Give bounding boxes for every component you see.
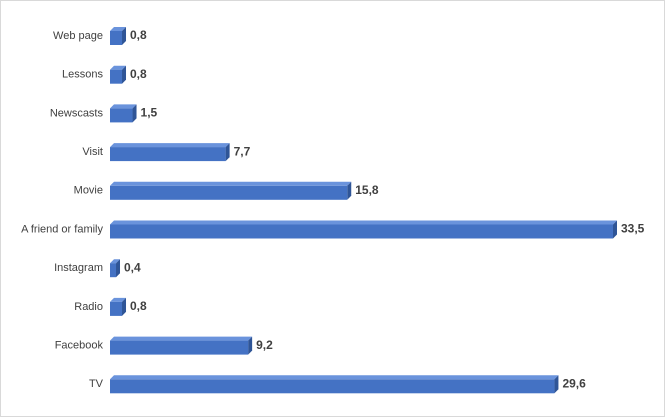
bar — [110, 69, 123, 84]
bar-top-face — [110, 143, 230, 148]
bar-top-face — [110, 181, 352, 186]
category-label: Lessons — [62, 69, 103, 81]
bar — [110, 147, 226, 162]
bar-side-face — [132, 104, 137, 123]
value-label: 0,8 — [130, 28, 147, 42]
category-label: Web page — [53, 30, 103, 42]
bar-side-face — [248, 336, 253, 355]
bar-top-face — [110, 65, 127, 70]
category-label: Movie — [74, 185, 103, 197]
bar-top-face — [110, 104, 137, 109]
bar-top-face — [110, 375, 559, 380]
category-label: TV — [89, 378, 104, 390]
value-label: 0,8 — [130, 299, 147, 313]
category-label: Visit — [82, 146, 103, 158]
bar-top-face — [110, 259, 121, 264]
value-label: 0,8 — [130, 67, 147, 81]
value-label: 1,5 — [141, 106, 158, 120]
category-label: Newscasts — [50, 107, 104, 119]
category-label: A friend or family — [21, 223, 103, 235]
bar — [110, 379, 555, 394]
value-label: 9,2 — [256, 338, 273, 352]
bar — [110, 31, 123, 45]
bar-side-face — [116, 259, 121, 278]
bar-side-face — [225, 143, 230, 162]
bar — [110, 224, 613, 239]
category-label: Radio — [74, 301, 103, 313]
bar-top-face — [110, 297, 127, 302]
bar-top-face — [110, 336, 253, 341]
value-label: 29,6 — [562, 376, 586, 390]
value-label: 0,4 — [124, 260, 141, 274]
category-label: Facebook — [55, 340, 104, 352]
value-label: 15,8 — [355, 183, 379, 197]
bar-top-face — [110, 220, 617, 225]
bar — [110, 108, 133, 123]
bar — [110, 340, 249, 355]
bar — [110, 301, 123, 316]
bar-side-face — [613, 220, 617, 239]
bar — [110, 263, 117, 278]
value-label: 7,7 — [234, 144, 251, 158]
category-label: Instagram — [54, 262, 103, 274]
bar-side-face — [122, 27, 127, 45]
value-label: 33,5 — [621, 222, 645, 236]
bar-side-face — [122, 297, 127, 316]
bar-side-face — [554, 375, 559, 394]
bar-top-face — [110, 27, 127, 31]
bar-side-face — [122, 65, 127, 84]
bar — [110, 185, 348, 200]
bar-side-face — [347, 181, 352, 200]
